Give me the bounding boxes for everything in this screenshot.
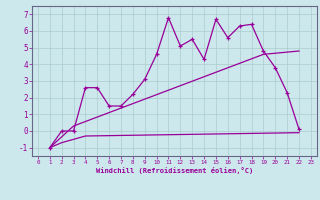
X-axis label: Windchill (Refroidissement éolien,°C): Windchill (Refroidissement éolien,°C) [96,167,253,174]
